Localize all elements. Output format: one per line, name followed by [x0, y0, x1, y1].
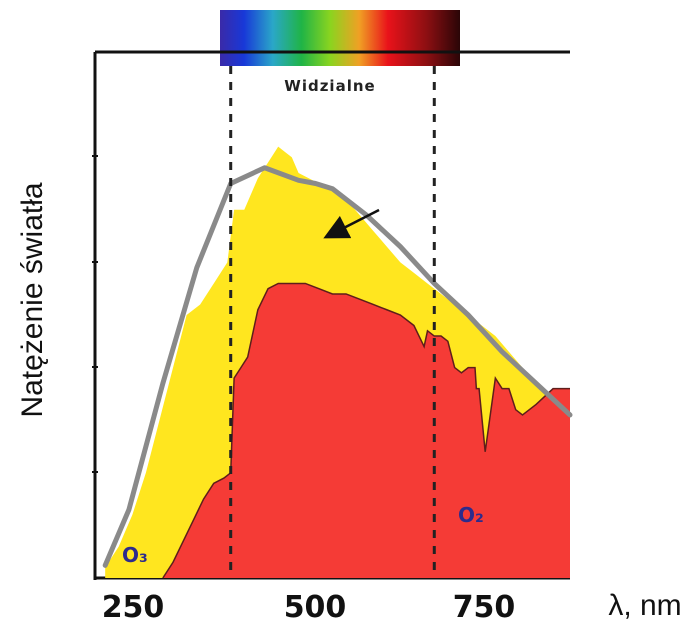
- blackbody-curve: [102, 165, 573, 568]
- x-tick-750: 750: [453, 590, 516, 621]
- y-axis-title: Natężenie światła: [16, 182, 49, 417]
- shift-arrow: [323, 208, 380, 239]
- oxygen-label: O₂: [458, 503, 484, 527]
- ozone-label: O₃: [122, 543, 148, 567]
- visible-label: Widzialne: [284, 77, 375, 95]
- x-axis-title: λ, nm: [608, 589, 681, 621]
- visible-spectrum-bar: [220, 10, 460, 66]
- sea-level-area: [162, 283, 570, 578]
- x-tick-250: 250: [102, 590, 165, 621]
- x-tick-500: 500: [284, 590, 347, 621]
